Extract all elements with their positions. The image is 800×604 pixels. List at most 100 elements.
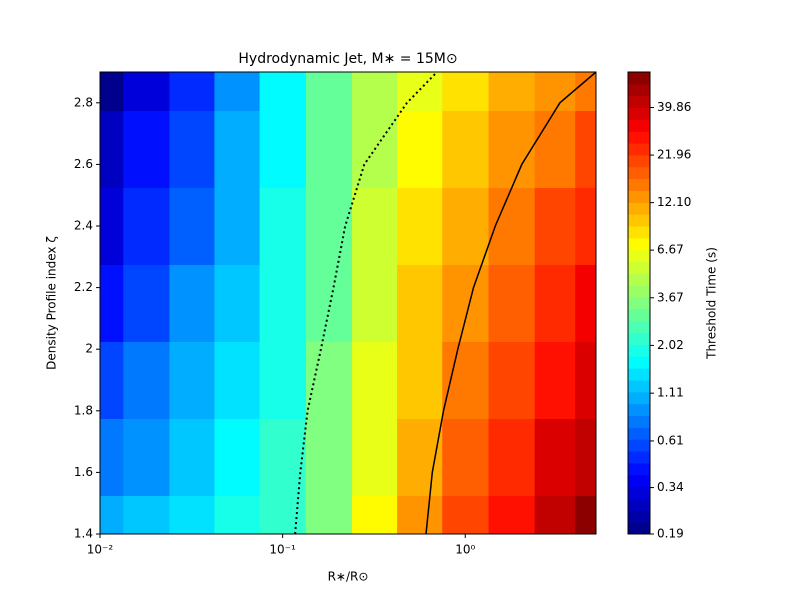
contour-cell — [397, 187, 443, 265]
contour-cell — [123, 187, 170, 265]
contour-cell — [442, 187, 490, 265]
colorbar-band — [628, 415, 650, 428]
contour-cell — [214, 72, 261, 111]
colorbar-band — [628, 391, 650, 405]
contour-cell — [214, 264, 261, 342]
contour-line — [425, 71, 597, 535]
contour-cell — [259, 418, 307, 496]
y-tick-label: 2 — [85, 342, 93, 356]
contour-line — [294, 71, 438, 535]
contour-cell — [397, 264, 443, 342]
contour-cell — [123, 418, 170, 496]
colorbar-band — [628, 249, 650, 263]
contour-cell — [214, 110, 261, 188]
contour-cell — [259, 264, 307, 342]
contour-cell — [442, 110, 490, 188]
contour-cell — [488, 495, 536, 535]
colorbar-band — [628, 72, 650, 85]
colorbar-band — [628, 95, 650, 109]
contour-cell — [214, 418, 261, 496]
colorbar-band — [628, 439, 650, 452]
contour-cell — [534, 418, 576, 496]
contour-cell — [123, 495, 170, 535]
contour-cell — [169, 341, 215, 419]
contour-cell — [123, 72, 170, 111]
colorbar-band — [628, 308, 650, 322]
colorbar-band — [628, 190, 650, 203]
colorbar-band — [628, 380, 650, 393]
colorbar-tick-label: 1.11 — [657, 386, 684, 400]
colorbar-band — [628, 474, 650, 488]
contour-cell — [575, 341, 597, 419]
colorbar-band — [628, 285, 650, 298]
contour-cell — [575, 72, 597, 111]
contour-cell — [100, 110, 124, 188]
colorbar-tick-label: 2.02 — [657, 338, 684, 352]
contour-cell — [534, 495, 576, 535]
y-tick-label: 1.8 — [74, 403, 93, 417]
contour-cell — [169, 72, 215, 111]
colorbar-band — [628, 178, 650, 191]
contour-cell — [100, 187, 124, 265]
contour-cell — [534, 110, 576, 188]
colorbar-band — [628, 451, 650, 464]
colorbar-band — [628, 261, 650, 274]
colorbar-tick-label: 0.34 — [657, 480, 684, 494]
contour-cell — [352, 264, 398, 342]
colorbar-band — [628, 154, 650, 168]
contour-cell — [442, 495, 490, 535]
contour-cell — [534, 72, 576, 111]
contour-cell — [442, 418, 490, 496]
contour-cell — [442, 341, 490, 419]
contour-cell — [352, 418, 398, 496]
contour-cell — [305, 72, 353, 111]
contour-cell — [259, 495, 307, 535]
contour-cell — [575, 418, 597, 496]
x-tick-label: 10⁻² — [87, 543, 114, 557]
contour-cell — [100, 264, 124, 342]
colorbar-band — [628, 427, 650, 440]
contour-cell — [169, 110, 215, 188]
colorbar-tick-label: 0.61 — [657, 433, 684, 447]
contour-cell — [352, 187, 398, 265]
contour-cell — [100, 495, 124, 535]
contour-cell — [259, 341, 307, 419]
contour-cell — [488, 187, 536, 265]
colorbar-frame — [627, 71, 651, 535]
colorbar-band — [628, 510, 650, 523]
contour-cell — [100, 72, 124, 111]
contour-cell — [123, 110, 170, 188]
colorbar-band — [628, 214, 650, 227]
contour-cell — [442, 264, 490, 342]
contour-cell — [305, 418, 353, 496]
colorbar-tick-label: 39.86 — [657, 100, 691, 114]
colorbar-band — [628, 462, 650, 476]
y-tick-label: 2.2 — [74, 280, 93, 294]
contour-cell — [100, 418, 124, 496]
colorbar-band — [628, 403, 650, 417]
y-tick-label: 2.6 — [74, 157, 93, 171]
colorbar-tick-label: 0.19 — [657, 527, 684, 541]
contour-cell — [214, 341, 261, 419]
contour-area — [100, 72, 597, 535]
colorbar-band — [628, 226, 650, 239]
contour-cell — [575, 110, 597, 188]
contour-cell — [397, 341, 443, 419]
contour-cell — [488, 264, 536, 342]
contour-cell — [169, 495, 215, 535]
contour-cell — [488, 110, 536, 188]
contour-cell — [534, 264, 576, 342]
contour-cell — [259, 72, 307, 111]
colorbar-band — [628, 166, 650, 180]
colorbar-band — [628, 320, 650, 334]
colorbar-band — [628, 368, 650, 381]
contour-cell — [488, 72, 536, 111]
contour-cell — [575, 187, 597, 265]
contour-cell — [259, 187, 307, 265]
colorbar-band — [628, 498, 650, 511]
colorbar-band — [628, 356, 650, 369]
contour-cell — [214, 495, 261, 535]
colorbar-tick-label: 12.10 — [657, 195, 691, 209]
contour-cell — [305, 495, 353, 535]
